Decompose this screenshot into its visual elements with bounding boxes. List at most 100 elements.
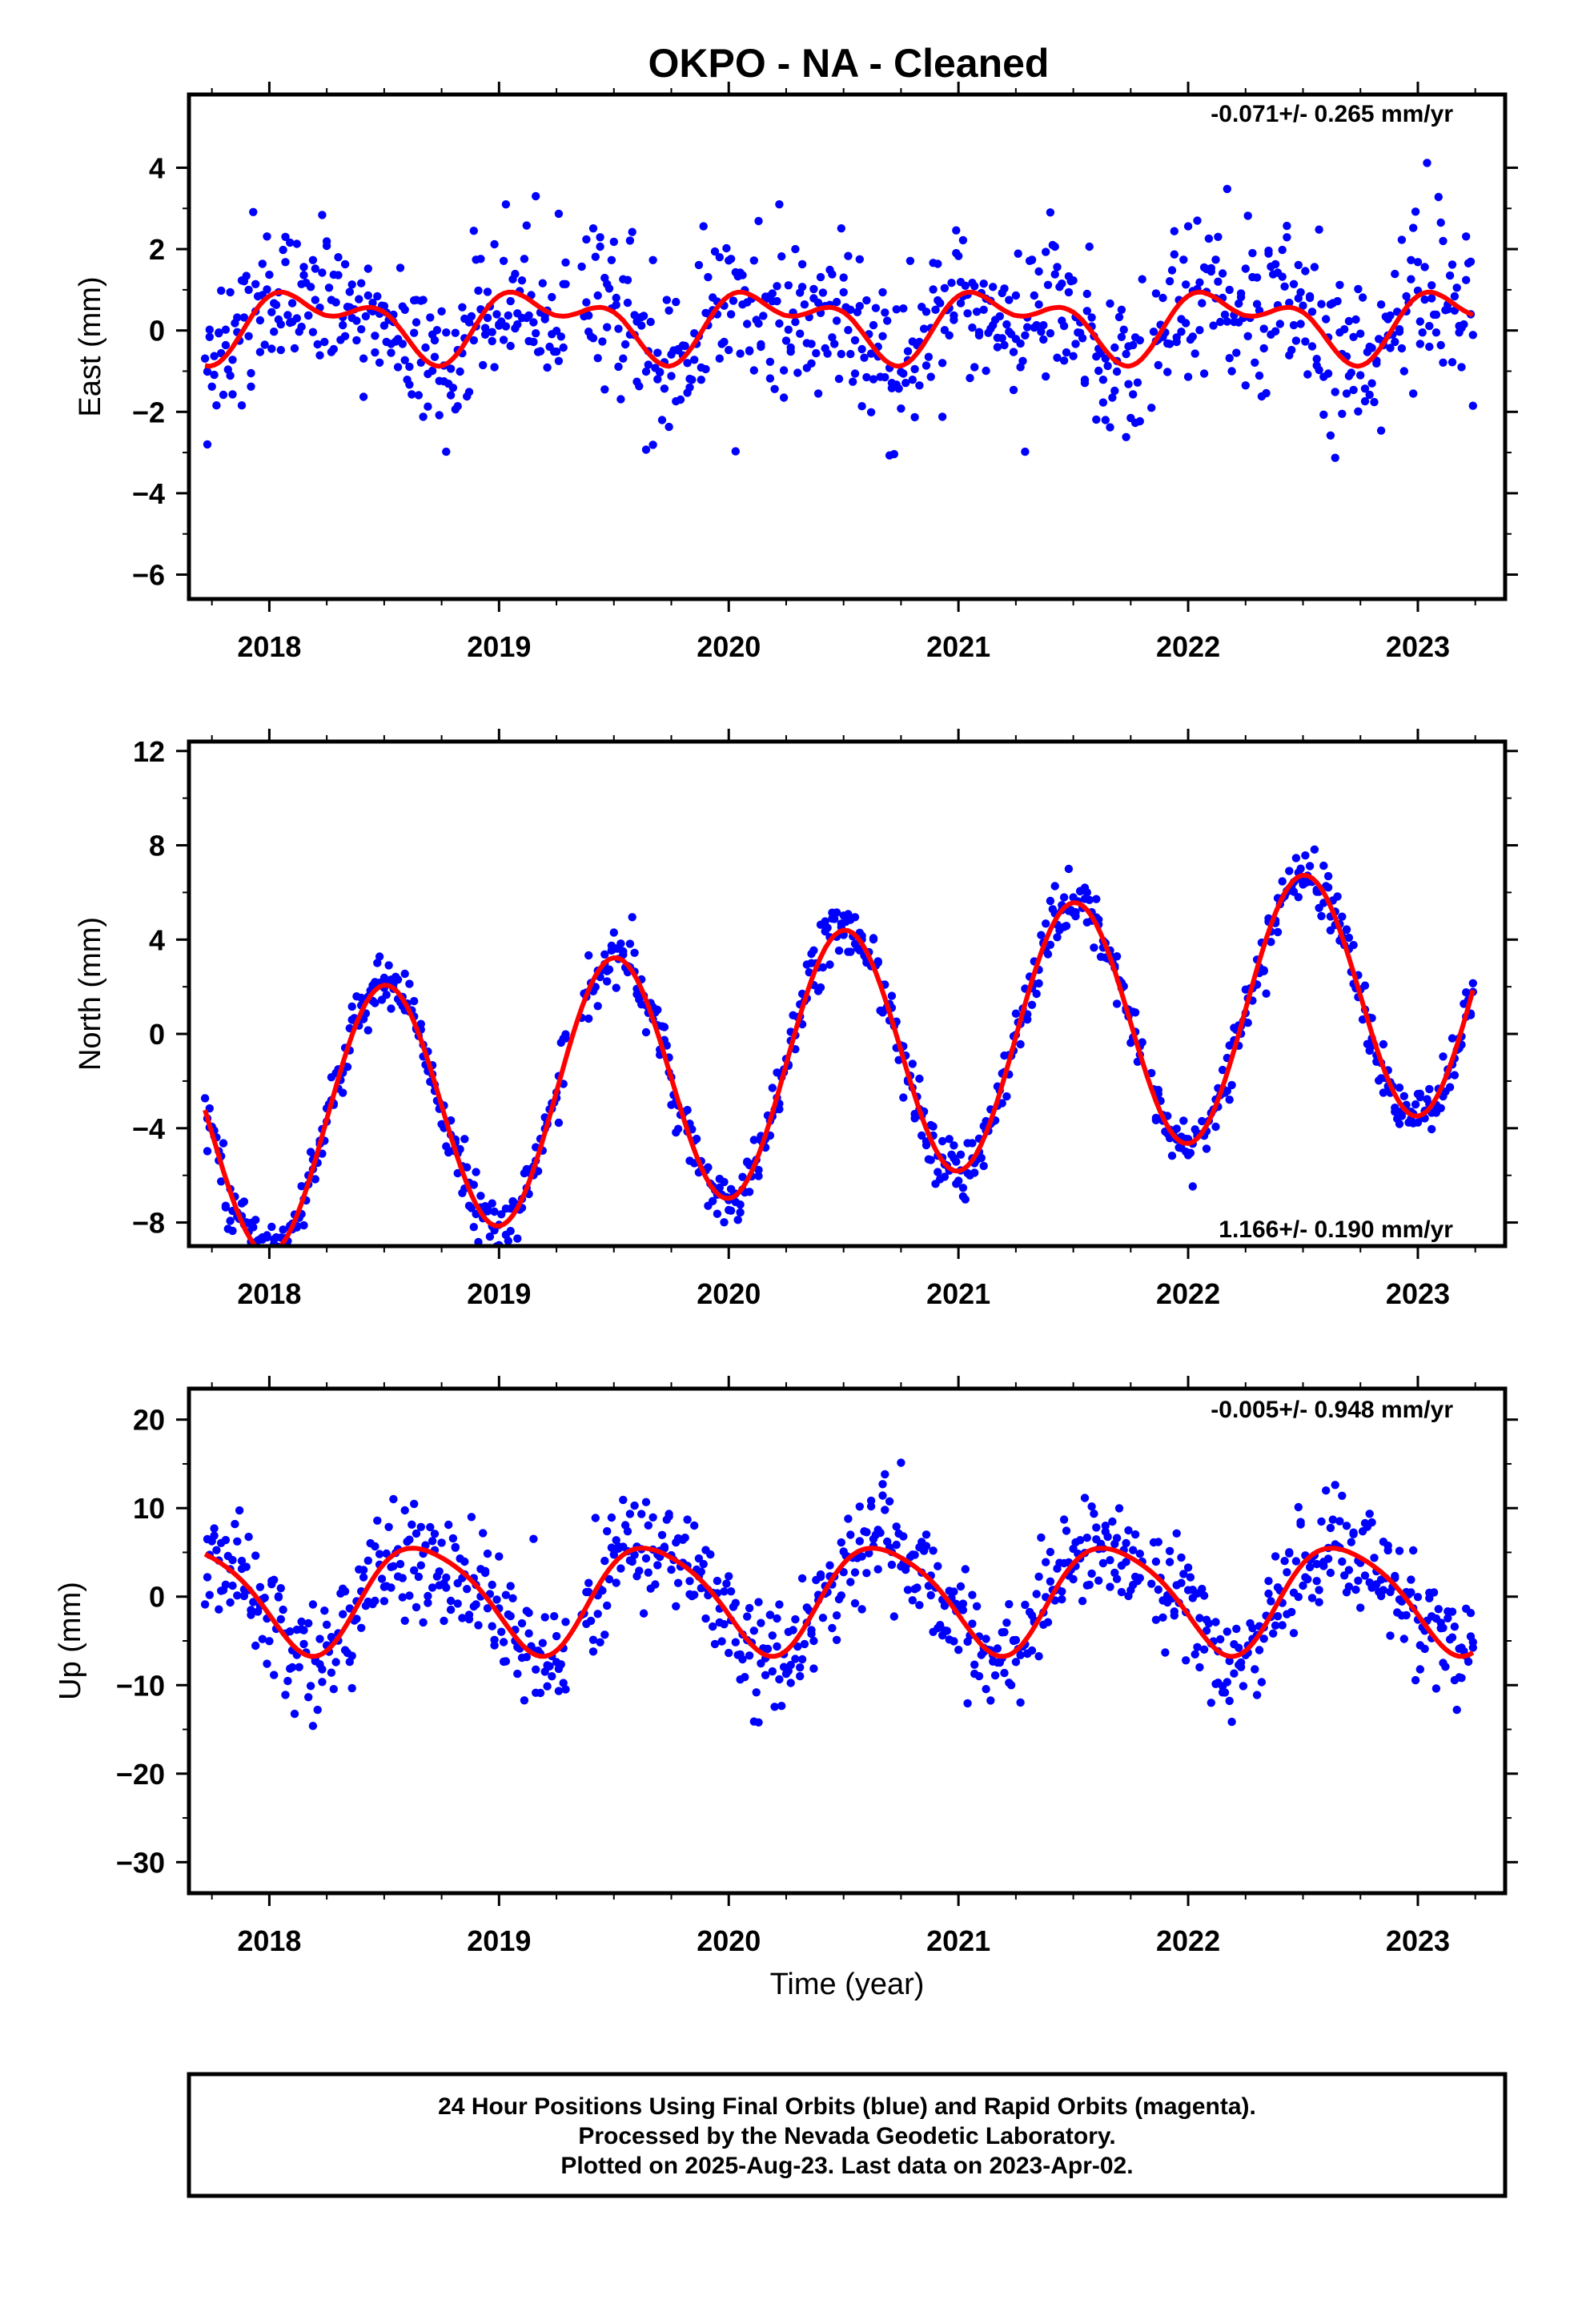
east-data-point (554, 356, 564, 365)
north-data-point (603, 977, 612, 986)
north-data-point (1138, 1038, 1146, 1047)
east-data-point (945, 331, 954, 340)
east-data-point (548, 292, 556, 302)
up-data-point (524, 1608, 533, 1618)
up-data-point (690, 1521, 699, 1530)
north-data-point (343, 1063, 352, 1072)
north-data-point (1323, 883, 1333, 892)
east-data-point (989, 283, 998, 292)
east-data-point (1108, 393, 1117, 402)
east-data-point (1322, 315, 1331, 324)
east-data-point (263, 285, 271, 294)
up-data-point (1016, 1698, 1025, 1707)
up-data-point (540, 1667, 549, 1676)
east-data-point (205, 332, 214, 341)
east-data-point (359, 354, 368, 363)
east-data-point (258, 259, 267, 268)
north-data-point (1439, 1052, 1447, 1061)
east-data-point (329, 344, 338, 354)
up-data-point (419, 1618, 428, 1627)
up-data-point (460, 1557, 469, 1566)
east-data-point (1251, 358, 1259, 367)
up-data-point (1011, 1635, 1021, 1645)
east-data-point (862, 296, 871, 305)
east-data-point (1243, 332, 1252, 340)
up-data-point (741, 1673, 749, 1682)
east-data-point (283, 311, 292, 320)
east-data-point (1271, 259, 1280, 269)
east-data-point (490, 239, 499, 249)
north-data-point (952, 1157, 961, 1166)
east-data-point (582, 235, 591, 244)
east-data-point (446, 364, 456, 373)
north-data-point (239, 1197, 249, 1206)
east-data-point (635, 382, 644, 391)
east-data-point (1170, 250, 1179, 259)
up-data-point (1407, 1575, 1415, 1584)
up-data-point (832, 1611, 841, 1620)
north-data-point (600, 950, 609, 959)
up-data-point (972, 1602, 982, 1611)
north-data-point (956, 1150, 966, 1160)
north-x-tick-label: 2021 (926, 1277, 990, 1310)
east-rate-label: -0.071+/- 0.265 mm/yr (1211, 101, 1453, 127)
up-data-point (878, 1491, 887, 1500)
east-data-point (428, 366, 437, 376)
up-data-point (416, 1561, 425, 1570)
up-data-point (400, 1506, 409, 1515)
east-data-point (1356, 329, 1365, 338)
east-data-point (1425, 342, 1434, 352)
up-data-point (1439, 1623, 1447, 1633)
east-data-point (1050, 242, 1059, 251)
east-data-point (749, 366, 758, 375)
up-data-point (483, 1549, 492, 1558)
north-data-point (704, 1163, 713, 1172)
east-data-point (1397, 344, 1407, 353)
east-data-point (1170, 227, 1179, 235)
up-data-point (1239, 1682, 1248, 1691)
up-data-point (786, 1660, 795, 1670)
up-data-point (1367, 1518, 1376, 1527)
east-data-point (1182, 280, 1191, 289)
north-data-point (641, 1027, 651, 1037)
north-data-point (1154, 1085, 1163, 1095)
up-data-point (508, 1594, 517, 1603)
up-data-point (855, 1502, 865, 1511)
up-data-point (697, 1567, 705, 1576)
up-data-point (1315, 1598, 1323, 1606)
east-data-point (784, 281, 793, 290)
up-data-point (701, 1614, 710, 1623)
east-data-point (1360, 384, 1370, 393)
east-data-point (860, 353, 869, 362)
up-data-point (556, 1660, 565, 1669)
east-data-point (408, 390, 416, 399)
east-data-point (1043, 280, 1053, 289)
east-data-point (1305, 293, 1315, 303)
up-data-point (483, 1604, 492, 1613)
east-data-point (421, 343, 430, 352)
up-data-point (545, 1662, 554, 1671)
east-data-point (1466, 257, 1476, 266)
east-data-point (1358, 293, 1367, 302)
east-data-point (1023, 323, 1032, 332)
up-data-point (410, 1499, 419, 1509)
up-data-point (637, 1510, 646, 1518)
north-data-point (1285, 866, 1294, 875)
east-data-point (352, 316, 361, 325)
up-data-point (986, 1696, 995, 1705)
north-data-point (1059, 893, 1069, 902)
up-data-point (451, 1542, 460, 1552)
up-data-point (1344, 1566, 1354, 1574)
east-data-point (1356, 371, 1365, 380)
east-data-point (623, 298, 632, 308)
up-data-point (752, 1688, 761, 1697)
east-data-point (947, 279, 956, 287)
up-data-point (619, 1495, 628, 1505)
east-data-point (249, 207, 258, 216)
up-data-point (1441, 1663, 1450, 1671)
up-data-point (857, 1605, 866, 1614)
up-data-point (1342, 1522, 1351, 1530)
up-data-point (1328, 1515, 1338, 1524)
up-data-point (1356, 1603, 1365, 1612)
east-data-point (704, 272, 713, 282)
